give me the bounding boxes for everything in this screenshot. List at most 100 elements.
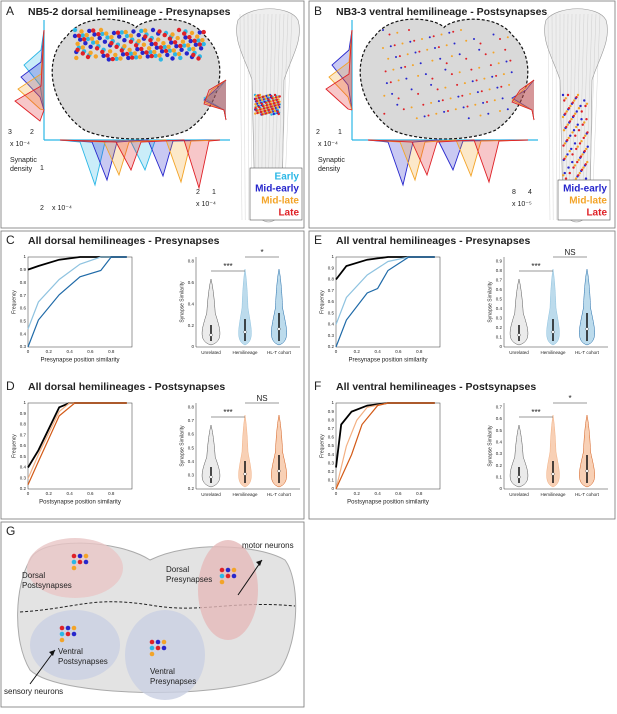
synapse-dot [574, 113, 576, 115]
x-tick-label: Unrelated [509, 492, 529, 497]
synapse-dot [491, 76, 493, 78]
tick-exponent: x 10⁻⁴ [52, 205, 72, 212]
neuron-dot [66, 626, 71, 631]
synapse-dot [485, 53, 487, 55]
synapse-dot [400, 67, 402, 69]
synapse-dot [273, 102, 275, 104]
synapse-dot [570, 148, 572, 150]
synapse-dot [134, 43, 138, 47]
synapse-dot [121, 52, 125, 56]
y-axis-label: Frequency [11, 434, 17, 458]
tick-label: 2 [316, 129, 320, 136]
synapse-dot [569, 135, 571, 137]
synapse-dot [470, 69, 472, 71]
y-axis-label: Synapse Similarity [179, 281, 185, 323]
y-tick-label: 0.7 [328, 288, 335, 293]
synapse-dot [256, 100, 258, 102]
synapse-dot [73, 28, 77, 32]
synapse-dot [111, 57, 115, 61]
y-tick-label: 0.6 [328, 299, 335, 304]
x-tick-label: 0.8 [108, 491, 115, 496]
synapse-dot [566, 139, 568, 141]
legend-entry: Late [586, 208, 607, 219]
synapse-dot [147, 46, 151, 50]
synapse-dot [174, 44, 178, 48]
synapse-dot [165, 53, 169, 57]
synapse-dot [75, 48, 79, 52]
synapse-dot [575, 126, 577, 128]
x-axis-label: Postsynapse position similarity [347, 500, 429, 506]
synapse-dot [431, 78, 433, 80]
y-tick-label: 0.4 [188, 459, 195, 464]
neuron-dot [220, 580, 225, 585]
x-tick-label: 0.2 [354, 491, 361, 496]
x-tick-label: HL-T cohort [575, 350, 599, 355]
synapse-dot [182, 43, 186, 47]
violin-median [586, 470, 589, 473]
synapse-dot [267, 98, 269, 100]
violin-median [518, 334, 521, 337]
synapse-dot [568, 137, 570, 139]
synapse-dot [96, 32, 100, 36]
synapse-dot [274, 94, 276, 96]
neuron-dot [72, 632, 77, 637]
synapse-dot [403, 108, 405, 110]
synapse-dot [396, 32, 398, 34]
synapse-dot [499, 110, 501, 112]
synapse-dot [585, 118, 587, 120]
synapse-dot [569, 105, 571, 107]
cdf-curve [28, 403, 127, 468]
synapse-dot [477, 91, 479, 93]
synapse-dot [446, 62, 448, 64]
legend-entry: Mid-early [255, 184, 299, 195]
synapse-dot [120, 30, 124, 34]
y-axis-label: Synapse Similarity [487, 425, 493, 467]
synapse-dot [467, 106, 469, 108]
synapse-dot [124, 30, 128, 34]
synapse-dot [587, 146, 589, 148]
neuron-dot [84, 560, 89, 565]
synapse-dot [278, 103, 280, 105]
y-tick-label: 0 [499, 486, 502, 491]
x-tick-label: 0.4 [66, 491, 73, 496]
y-tick-label: 0.4 [328, 322, 335, 327]
synapse-dot [134, 55, 138, 59]
y-tick-label: 1 [331, 254, 334, 259]
synapse-dot [116, 31, 120, 35]
plot-frame [28, 257, 132, 347]
x-tick-label: 0.6 [395, 349, 402, 354]
synapse-dot [139, 29, 143, 33]
synapse-dot [129, 52, 133, 56]
neuron-dot [72, 560, 77, 565]
synapse-dot [172, 48, 176, 52]
synapse-dot [459, 71, 461, 73]
synapse-dot [573, 99, 575, 101]
synapse-dot [426, 49, 428, 51]
synapse-dot [429, 36, 431, 38]
tick-label: 2 [30, 129, 34, 136]
synapse-dot [574, 164, 576, 166]
synapse-dot [482, 102, 484, 104]
y-tick-label: 0.4 [328, 452, 335, 457]
y-tick-label: 0.6 [496, 287, 503, 292]
synapse-dot [118, 56, 122, 60]
significance-label: *** [223, 408, 232, 417]
neuron-dot [156, 640, 161, 645]
synapse-dot [161, 41, 165, 45]
synapse-dot [580, 155, 582, 157]
tick-label: 2 [196, 189, 200, 196]
synapse-dot [159, 45, 163, 49]
x-tick-label: 0.8 [108, 349, 115, 354]
y-tick-label: 0.2 [328, 344, 335, 349]
y-tick-label: 0.2 [188, 486, 195, 491]
synapse-dot [478, 67, 480, 69]
violin-median [586, 328, 589, 331]
cdf-curve [28, 403, 127, 485]
cdf-curve [336, 403, 435, 489]
synapse-dot [464, 82, 466, 84]
x-axis-label: Presynapse position similarity [40, 358, 119, 364]
y-tick-label: 0.2 [496, 325, 503, 330]
panel-title: All ventral hemilineages - Postsynapses [336, 381, 536, 393]
synapse-dot [178, 44, 182, 48]
